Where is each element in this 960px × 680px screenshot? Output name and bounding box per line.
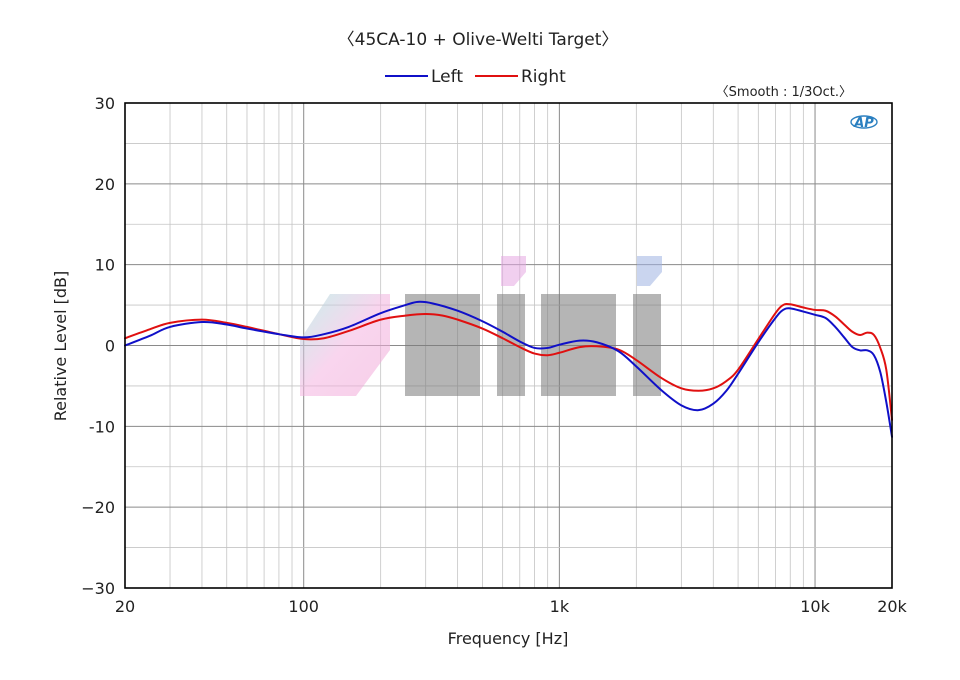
watermark-dot-2 — [637, 256, 662, 286]
x-tick-label: 10k — [800, 597, 830, 616]
x-tick-label: 1k — [550, 597, 570, 616]
plot-area-frame — [124, 102, 893, 589]
y-tick-label: 10 — [95, 256, 115, 275]
y-tick-label: 30 — [95, 94, 115, 113]
legend-label-left: Left — [431, 67, 463, 87]
legend: Left Right — [385, 67, 566, 87]
watermark-letter-i2 — [633, 294, 661, 396]
ap-logo: AP — [850, 115, 878, 131]
smoothing-annotation: 〈Smooth : 1/3Oct.〉 — [716, 85, 852, 100]
ap-logo-swoosh — [850, 115, 878, 129]
x-tick-label: 20k — [877, 597, 907, 616]
watermark-letter-c — [405, 294, 480, 396]
y-tick-label: 20 — [95, 175, 115, 194]
chart-title: 〈45CA-10 + Olive-Welti Target〉 — [338, 30, 619, 50]
series-lines — [124, 300, 893, 438]
legend-label-right: Right — [521, 67, 566, 87]
y-tick-label: -10 — [89, 417, 115, 436]
x-axis-ticks: 20 100 1k 10k 20k — [115, 597, 908, 616]
x-tick-label: 100 — [288, 597, 319, 616]
ap-logo-text: AP — [853, 116, 874, 131]
y-axis-label: Relative Level [dB] — [51, 271, 70, 422]
watermark-letter-i1 — [497, 294, 525, 396]
watermark-dot-1 — [501, 256, 526, 286]
y-tick-label: 0 — [105, 337, 115, 356]
series-line-left — [124, 300, 893, 438]
series-line-right — [124, 302, 893, 421]
watermark-o-shape — [300, 294, 390, 396]
y-tick-label: −30 — [81, 579, 115, 598]
x-tick-label: 20 — [115, 597, 135, 616]
watermark-logo — [300, 256, 662, 396]
y-axis-ticks: 30 20 10 0 -10 −20 −30 — [81, 94, 115, 598]
x-axis-label: Frequency [Hz] — [448, 629, 569, 648]
y-tick-label: −20 — [81, 498, 115, 517]
